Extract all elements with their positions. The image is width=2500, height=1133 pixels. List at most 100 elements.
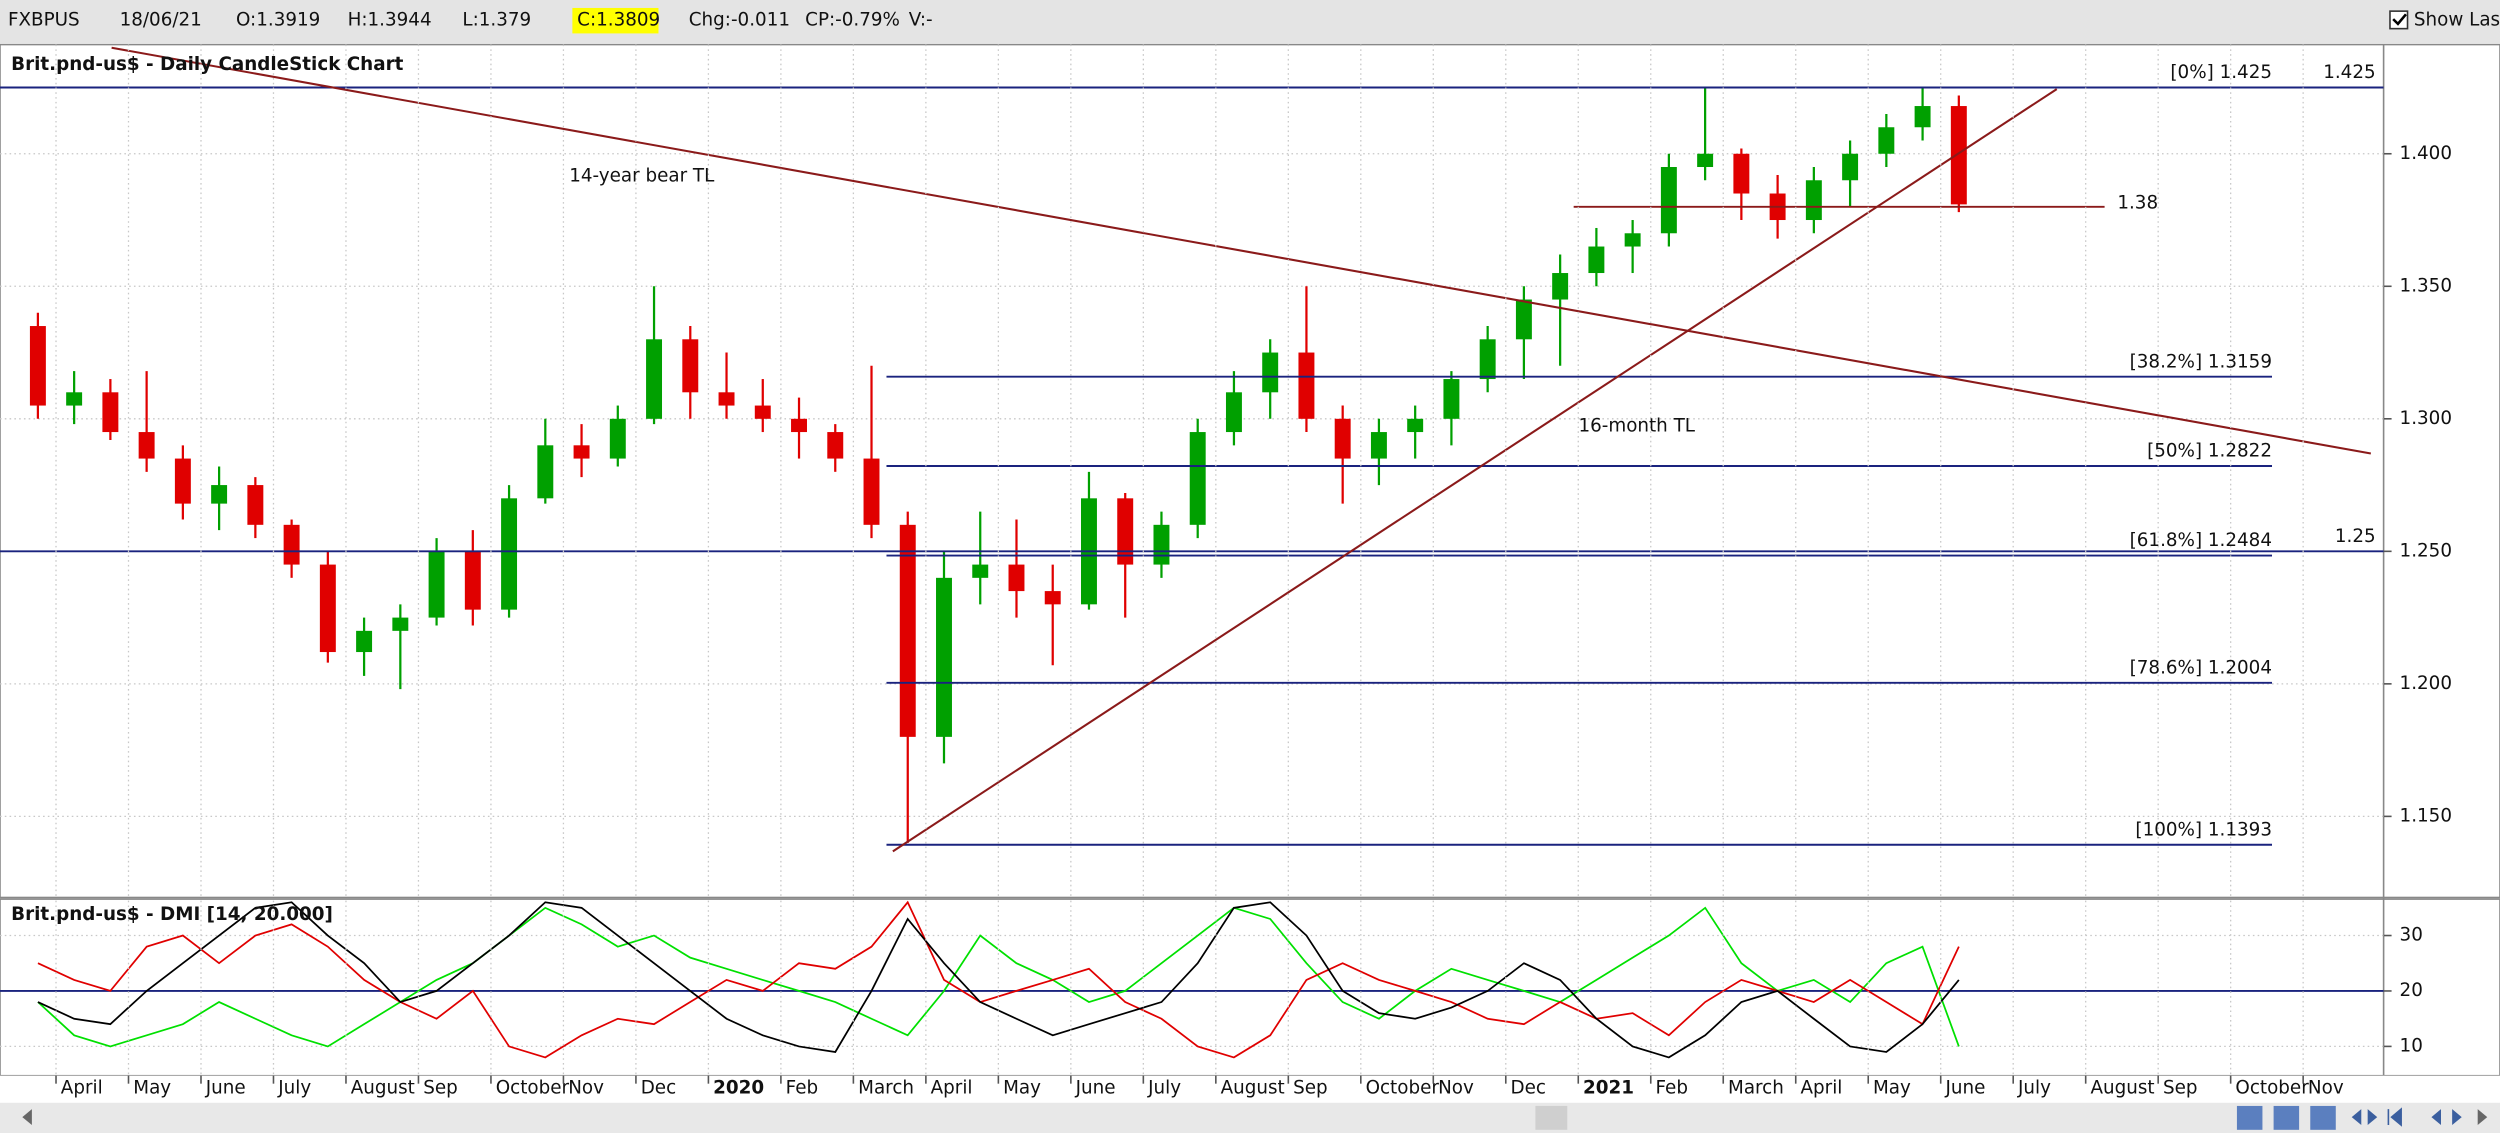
candle-body (936, 577, 952, 737)
fib-label: [50%] 1.2822 (2147, 441, 2272, 462)
candle-body (1153, 524, 1170, 565)
nav-button[interactable] (2310, 1105, 2336, 1130)
x-tick-label: August (2090, 1077, 2154, 1098)
price-plot (0, 46, 2384, 853)
trendline (892, 88, 2058, 853)
close-value: C:1.3809 (577, 10, 660, 31)
candle-body (1950, 106, 1967, 205)
price-line-label: 1.425 (2323, 62, 2375, 83)
candle-body (682, 339, 699, 393)
x-tick-label: Sep (1293, 1077, 1328, 1098)
x-tick-label: April (1801, 1077, 1843, 1098)
candle-body (66, 392, 83, 406)
candle-body (1733, 153, 1750, 194)
candle-body (1878, 127, 1895, 154)
candle-body (1914, 106, 1931, 128)
price-title: Brit.pnd-us$ - Daily CandleStick Chart (11, 54, 403, 75)
candle-body (174, 458, 191, 504)
candle-body (464, 551, 481, 610)
candle-body (319, 564, 336, 653)
fib-label: [0%] 1.425 (2170, 62, 2272, 83)
candle-body (1370, 432, 1387, 459)
y-tick-label: 10 (2400, 1035, 2423, 1056)
close-highlight (572, 7, 659, 34)
x-tick-label: April (61, 1077, 103, 1098)
fib-label: [78.6%] 1.2004 (2130, 657, 2272, 678)
candle-body (1515, 299, 1532, 340)
candle-body (573, 445, 590, 459)
candle-body (1588, 246, 1605, 274)
candle-body (428, 551, 445, 618)
x-tick-label: Sep (2163, 1077, 2198, 1098)
x-tick-label: Nov (1438, 1077, 1474, 1098)
x-tick-label: May (133, 1077, 171, 1098)
candle-body (1552, 273, 1569, 300)
x-tick-label: May (1003, 1077, 1041, 1098)
candle-body (1262, 352, 1279, 393)
candle-body (1298, 352, 1315, 419)
nav-button[interactable] (2431, 1109, 2442, 1126)
x-tick-label: March (858, 1077, 914, 1098)
candle-body (29, 326, 46, 406)
high-value: H:1.3944 (348, 10, 432, 31)
candle-body (718, 392, 735, 406)
candle-body (1624, 233, 1641, 247)
x-tick-label: Feb (786, 1077, 818, 1098)
toolbar (0, 0, 2500, 43)
low-value: L:1.379 (462, 10, 531, 31)
change-pct: CP:-0.79% (805, 10, 900, 31)
nav-button[interactable] (2387, 1107, 2402, 1127)
x-axis-strip (0, 1075, 2500, 1103)
x-tick-label: June (1075, 1077, 1116, 1098)
candle-body (1225, 392, 1242, 433)
fib-label: [38.2%] 1.3159 (2130, 351, 2272, 372)
nav-button[interactable] (2273, 1105, 2300, 1130)
x-tick-label: August (1221, 1077, 1285, 1098)
trendline-label: 14-year bear TL (569, 166, 715, 187)
candle-body (1407, 418, 1424, 433)
candle-body (501, 498, 518, 610)
candle-body (1117, 498, 1134, 565)
change: Chg:-0.011 (689, 10, 790, 31)
date: 18/06/21 (120, 10, 202, 31)
fib-label: [61.8%] 1.2484 (2130, 530, 2272, 551)
nav-button[interactable] (2351, 1109, 2378, 1126)
x-tick-label: June (205, 1077, 246, 1098)
x-tick-label: July (277, 1077, 311, 1098)
y-tick-label: 20 (2400, 980, 2423, 1001)
show-last-label[interactable]: Show Last (2414, 10, 2500, 31)
x-tick-label: October (1366, 1077, 1440, 1098)
candle-body (1334, 418, 1351, 459)
scroll-right[interactable] (2477, 1109, 2488, 1126)
candle-body (1044, 591, 1061, 605)
nav-button[interactable] (2452, 1109, 2462, 1126)
y-tick-label: 1.400 (2400, 143, 2452, 164)
x-tick-label: October (2235, 1077, 2309, 1098)
candle-body (791, 418, 807, 433)
candle-body (1479, 339, 1496, 380)
x-tick-label: Nov (568, 1077, 604, 1098)
candle-body (283, 524, 300, 565)
scroll-left[interactable] (22, 1109, 32, 1126)
candle-body (1189, 432, 1206, 525)
candle-body (972, 564, 989, 578)
price-line-label: 1.25 (2335, 526, 2376, 547)
x-tick-label: April (931, 1077, 973, 1098)
candle-body (392, 617, 409, 631)
scroll-thumb[interactable] (1535, 1105, 1568, 1130)
x-tick-label: June (1944, 1077, 1985, 1098)
nav-button[interactable] (2236, 1105, 2263, 1130)
dmi-line (37, 901, 1960, 1059)
candle-body (211, 485, 228, 504)
scrollbar[interactable] (0, 1102, 2500, 1133)
support-label: 1.38 (2117, 193, 2158, 214)
y-tick-label: 1.200 (2400, 673, 2452, 694)
candle-body (102, 392, 119, 433)
candle-body (1443, 379, 1460, 419)
x-tick-label: Dec (1511, 1077, 1546, 1098)
x-tick-label: July (2017, 1077, 2051, 1098)
x-tick-label: Sep (423, 1077, 458, 1098)
candle-body (356, 630, 373, 653)
show-last-checkbox[interactable] (2389, 10, 2409, 30)
candle-body (754, 405, 771, 419)
